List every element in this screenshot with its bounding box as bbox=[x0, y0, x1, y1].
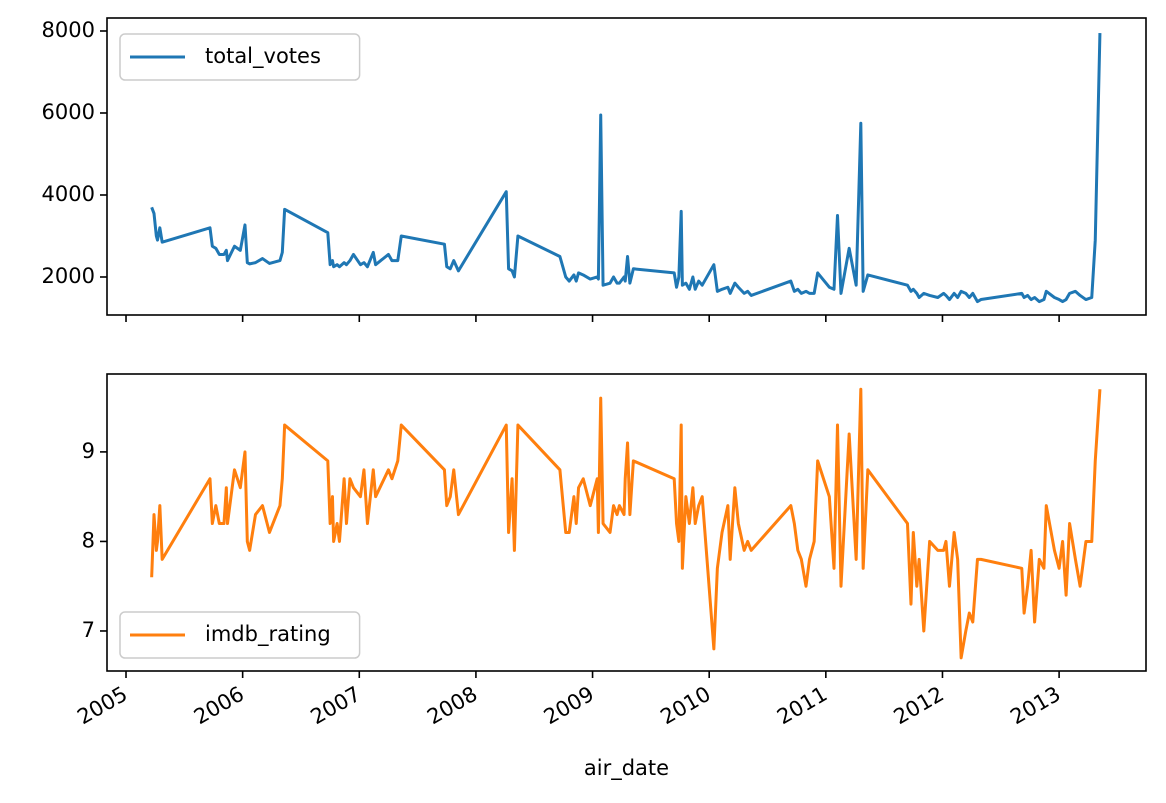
y-tick-label: 7 bbox=[82, 618, 95, 642]
y-tick-label: 2000 bbox=[42, 264, 95, 288]
x-tick-label: 2012 bbox=[890, 682, 948, 730]
y-tick-label: 8000 bbox=[42, 18, 95, 42]
x-tick-label: 2008 bbox=[423, 682, 481, 730]
legend-box bbox=[119, 33, 361, 81]
y-tick-label: 8 bbox=[82, 528, 95, 552]
legend-box bbox=[119, 611, 361, 659]
series-line bbox=[150, 387, 1102, 660]
y-tick-label: 6000 bbox=[42, 100, 95, 124]
x-tick-label: 2013 bbox=[1006, 682, 1064, 730]
plot-frame bbox=[106, 17, 1147, 316]
x-axis-label: air_date bbox=[584, 756, 669, 781]
y-tick-label: 4000 bbox=[42, 182, 95, 206]
y-tick-label: 9 bbox=[82, 439, 95, 463]
x-tick-label: 2006 bbox=[190, 682, 248, 730]
series-line bbox=[150, 33, 1102, 304]
x-tick-label: 2009 bbox=[540, 682, 598, 730]
x-tick-label: 2005 bbox=[73, 682, 131, 730]
plot-frame bbox=[106, 373, 1147, 672]
x-tick-label: 2007 bbox=[306, 682, 364, 730]
legend-label: total_votes bbox=[205, 44, 321, 69]
legend-label: imdb_rating bbox=[205, 622, 331, 647]
x-tick-label: 2010 bbox=[656, 682, 714, 730]
x-tick-label: 2011 bbox=[773, 682, 831, 730]
